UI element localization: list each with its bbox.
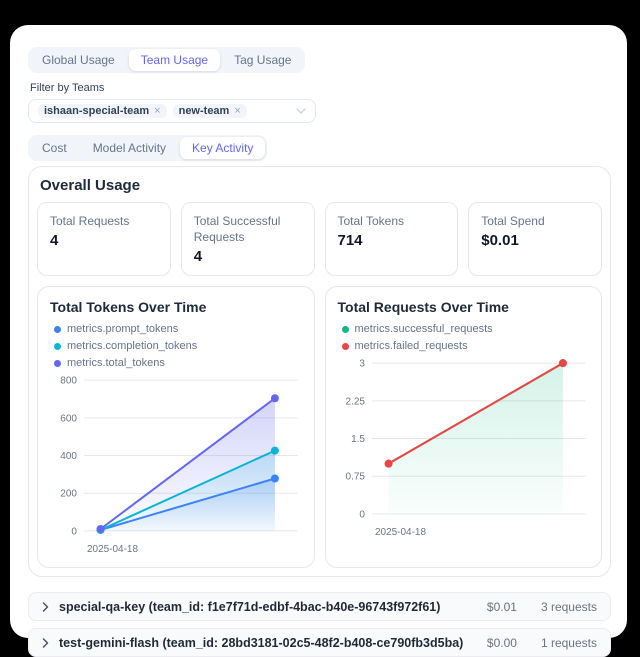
key-row-title: test-gemini-flash (team_id: 28bd3181-02c… — [59, 635, 464, 650]
metric-total-spend: Total Spend $0.01 — [468, 202, 602, 277]
metric-value: 4 — [50, 232, 59, 250]
activity-tabs: Cost Model Activity Key Activity — [28, 135, 268, 161]
legend-item: metrics.prompt_tokens — [54, 323, 178, 335]
tokens-chart-legend: metrics.prompt_tokens metrics.completion_… — [50, 323, 302, 369]
legend-item: metrics.successful_requests — [341, 323, 493, 335]
metric-label: Total Spend — [481, 214, 545, 228]
svg-text:3: 3 — [359, 359, 365, 370]
tokens-chart-title: Total Tokens Over Time — [50, 299, 207, 316]
key-rows: special-qa-key (team_id: f1e7f71d-edbf-4… — [28, 592, 611, 657]
tab-key-activity[interactable]: Key Activity — [180, 137, 266, 159]
metric-total-successful-requests: Total Successful Requests 4 — [180, 202, 315, 277]
metric-cards: Total Requests 4 Total Successful Reques… — [37, 202, 602, 277]
metric-total-tokens: Total Tokens 714 — [324, 202, 459, 277]
legend-dot-icon — [54, 342, 61, 350]
requests-chart: 0 0.75 1.5 2.25 3 2025-04-18 — [345, 359, 586, 538]
metric-label: Total Successful Requests — [193, 214, 281, 245]
metric-value: 4 — [193, 248, 203, 266]
dashboard-panel: Global Usage Team Usage Tag Usage Filter… — [10, 25, 627, 657]
svg-text:600: 600 — [60, 414, 77, 425]
svg-text:0: 0 — [359, 510, 365, 521]
svg-text:0.75: 0.75 — [345, 472, 365, 483]
tab-cost[interactable]: Cost — [30, 137, 79, 159]
key-row-request-count: 3 requests — [540, 599, 597, 614]
overall-usage-card: Overall Usage Total Requests 4 Total Suc… — [28, 166, 611, 578]
tab-tag-usage[interactable]: Tag Usage — [222, 49, 303, 71]
team-filter-select[interactable]: ishaan-special-team × new-team × — [28, 99, 316, 123]
chevron-right-icon — [42, 638, 49, 648]
remove-chip-icon[interactable]: × — [154, 104, 161, 117]
tab-team-usage[interactable]: Team Usage — [128, 49, 221, 71]
key-row-test-gemini-flash[interactable]: test-gemini-flash (team_id: 28bd3181-02c… — [28, 628, 611, 657]
team-chip-ishaan-special-team: ishaan-special-team × — [38, 104, 167, 118]
requests-chart-card: Total Requests Over Time metrics.success… — [324, 286, 602, 569]
svg-text:0: 0 — [71, 527, 77, 538]
svg-text:400: 400 — [60, 451, 77, 462]
legend-dot-icon — [341, 325, 349, 333]
svg-text:800: 800 — [60, 376, 77, 387]
svg-text:200: 200 — [60, 489, 77, 500]
tab-model-activity[interactable]: Model Activity — [81, 137, 178, 159]
legend-dot-icon — [54, 325, 61, 333]
metric-value: $0.01 — [481, 232, 519, 250]
metric-total-requests: Total Requests 4 — [37, 202, 171, 277]
legend-item: metrics.total_tokens — [54, 357, 165, 369]
key-row-title: special-qa-key (team_id: f1e7f71d-edbf-4… — [59, 599, 441, 614]
tab-global-usage[interactable]: Global Usage — [30, 49, 127, 71]
team-chip-new-team: new-team × — [172, 104, 247, 118]
key-row-spend: $0.00 — [486, 635, 517, 650]
svg-text:2025-04-18: 2025-04-18 — [375, 527, 426, 538]
usage-scope-tabs: Global Usage Team Usage Tag Usage — [28, 47, 306, 73]
charts-row: Total Tokens Over Time metrics.prompt_to… — [37, 286, 602, 569]
requests-chart-legend: metrics.successful_requests metrics.faile… — [338, 323, 590, 352]
tokens-chart-card: Total Tokens Over Time metrics.prompt_to… — [37, 286, 315, 569]
svg-text:2025-04-18: 2025-04-18 — [87, 544, 138, 555]
requests-chart-title: Total Requests Over Time — [337, 299, 509, 316]
filter-by-teams-label: Filter by Teams — [30, 82, 105, 94]
overall-usage-title: Overall Usage — [40, 177, 141, 194]
legend-item: metrics.completion_tokens — [54, 340, 197, 352]
metric-label: Total Tokens — [337, 214, 405, 228]
legend-dot-icon — [54, 359, 61, 367]
tokens-chart: 0 200 400 600 800 2025-04-18 — [60, 376, 298, 555]
team-chip-label: ishaan-special-team — [44, 105, 150, 117]
svg-text:1.5: 1.5 — [351, 434, 365, 445]
legend-item: metrics.failed_requests — [341, 340, 468, 352]
metric-value: 714 — [337, 232, 363, 250]
legend-dot-icon — [341, 342, 349, 350]
team-chip-label: new-team — [178, 105, 230, 117]
key-row-special-qa-key[interactable]: special-qa-key (team_id: f1e7f71d-edbf-4… — [28, 592, 611, 622]
svg-text:2.25: 2.25 — [345, 397, 365, 408]
chevron-down-icon — [296, 108, 306, 114]
key-row-request-count: 1 requests — [540, 635, 597, 650]
remove-chip-icon[interactable]: × — [234, 104, 241, 117]
metric-label: Total Requests — [50, 214, 130, 228]
chevron-right-icon — [42, 602, 49, 612]
key-row-spend: $0.01 — [486, 599, 517, 614]
